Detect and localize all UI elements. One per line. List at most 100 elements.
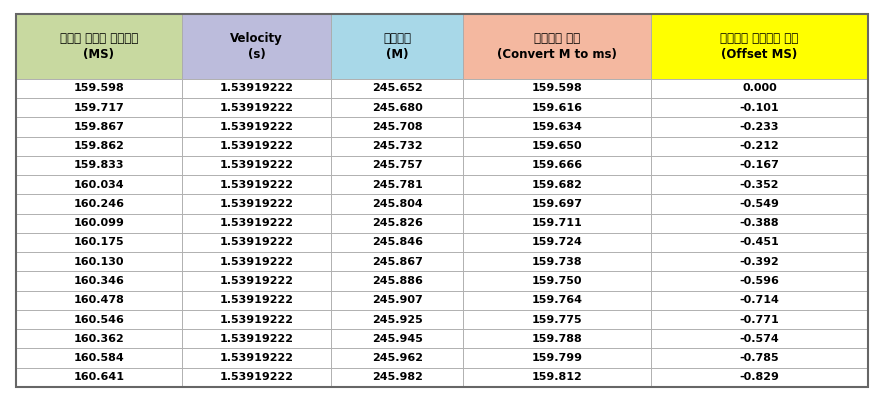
Text: 160.246: 160.246 [73, 199, 125, 209]
Text: -0.167: -0.167 [740, 160, 780, 171]
Bar [182, 214, 332, 233]
Text: 1.53919222: 1.53919222 [219, 160, 293, 171]
Text: 245.708: 245.708 [372, 122, 423, 132]
Bar [463, 252, 651, 271]
Bar [16, 329, 182, 348]
Bar [182, 98, 332, 117]
Bar [651, 233, 868, 252]
Text: 159.788: 159.788 [531, 334, 583, 344]
Bar [651, 291, 868, 310]
Text: 1.53919222: 1.53919222 [219, 218, 293, 228]
Bar [332, 310, 463, 329]
Text: -0.233: -0.233 [740, 122, 779, 132]
Text: -0.549: -0.549 [740, 199, 780, 209]
Bar [463, 79, 651, 98]
Text: 해저지형
(M): 해저지형 (M) [384, 32, 411, 61]
Bar [463, 271, 651, 291]
Text: 245.846: 245.846 [372, 238, 423, 247]
Text: 159.666: 159.666 [531, 160, 583, 171]
Text: 159.598: 159.598 [531, 84, 583, 93]
Text: 159.616: 159.616 [531, 103, 583, 113]
Bar [463, 329, 651, 348]
Bar [182, 348, 332, 368]
Text: 1.53919222: 1.53919222 [219, 276, 293, 286]
Bar [651, 310, 868, 329]
Text: 160.584: 160.584 [73, 353, 125, 363]
Bar [16, 79, 182, 98]
Bar [463, 156, 651, 175]
Bar [182, 137, 332, 156]
Text: 159.697: 159.697 [531, 199, 583, 209]
Bar [182, 368, 332, 387]
Text: 1.53919222: 1.53919222 [219, 295, 293, 305]
Text: 245.804: 245.804 [372, 199, 423, 209]
Text: 159.867: 159.867 [73, 122, 125, 132]
Bar [16, 368, 182, 387]
Bar [16, 348, 182, 368]
Text: -0.829: -0.829 [740, 372, 780, 382]
Bar [182, 14, 332, 79]
Bar [651, 194, 868, 214]
Bar [332, 175, 463, 194]
Bar [16, 175, 182, 194]
Bar [651, 137, 868, 156]
Bar [16, 117, 182, 137]
Bar [463, 98, 651, 117]
Text: 1.53919222: 1.53919222 [219, 141, 293, 151]
Bar [651, 271, 868, 291]
Bar [182, 310, 332, 329]
Text: 245.732: 245.732 [372, 141, 423, 151]
Bar [182, 175, 332, 194]
Bar [332, 291, 463, 310]
Text: 1.53919222: 1.53919222 [219, 84, 293, 93]
Bar [651, 117, 868, 137]
Bar [332, 117, 463, 137]
Text: 1.53919222: 1.53919222 [219, 238, 293, 247]
Text: -0.785: -0.785 [740, 353, 780, 363]
Text: 해저지형 변환
(Convert M to ms): 해저지형 변환 (Convert M to ms) [497, 32, 617, 61]
Text: 160.478: 160.478 [73, 295, 125, 305]
Bar [332, 14, 463, 79]
Text: 1.53919222: 1.53919222 [219, 103, 293, 113]
Text: 159.750: 159.750 [532, 276, 583, 286]
Text: 160.546: 160.546 [73, 314, 125, 325]
Text: -0.388: -0.388 [740, 218, 780, 228]
Text: 160.099: 160.099 [73, 218, 125, 228]
Text: 159.724: 159.724 [531, 238, 583, 247]
Text: 159.598: 159.598 [73, 84, 125, 93]
Bar [651, 14, 868, 79]
Bar [16, 14, 182, 79]
Bar [463, 194, 651, 214]
Bar [463, 233, 651, 252]
Bar [332, 79, 463, 98]
Text: 스파커 해저면 초동신호
(MS): 스파커 해저면 초동신호 (MS) [60, 32, 138, 61]
Text: 159.799: 159.799 [531, 353, 583, 363]
Bar [332, 368, 463, 387]
Bar [16, 156, 182, 175]
Bar [16, 310, 182, 329]
Text: 160.130: 160.130 [73, 257, 125, 267]
Bar [332, 98, 463, 117]
Text: 245.757: 245.757 [372, 160, 423, 171]
Bar [332, 348, 463, 368]
Bar [182, 156, 332, 175]
Bar [463, 310, 651, 329]
Text: -0.212: -0.212 [740, 141, 780, 151]
Text: 245.886: 245.886 [372, 276, 423, 286]
Text: 159.682: 159.682 [531, 180, 583, 190]
Text: 245.826: 245.826 [372, 218, 423, 228]
Text: 159.711: 159.711 [531, 218, 583, 228]
Text: 159.862: 159.862 [73, 141, 125, 151]
Text: 245.680: 245.680 [372, 103, 423, 113]
Text: 1.53919222: 1.53919222 [219, 122, 293, 132]
Bar [463, 137, 651, 156]
Text: 해저면과 해저지형 차이
(Offset MS): 해저면과 해저지형 차이 (Offset MS) [720, 32, 798, 61]
Bar [332, 252, 463, 271]
Text: 1.53919222: 1.53919222 [219, 314, 293, 325]
Bar [463, 117, 651, 137]
Text: 159.775: 159.775 [532, 314, 583, 325]
Text: -0.574: -0.574 [740, 334, 780, 344]
Bar [332, 194, 463, 214]
Text: -0.352: -0.352 [740, 180, 779, 190]
Text: -0.451: -0.451 [740, 238, 780, 247]
